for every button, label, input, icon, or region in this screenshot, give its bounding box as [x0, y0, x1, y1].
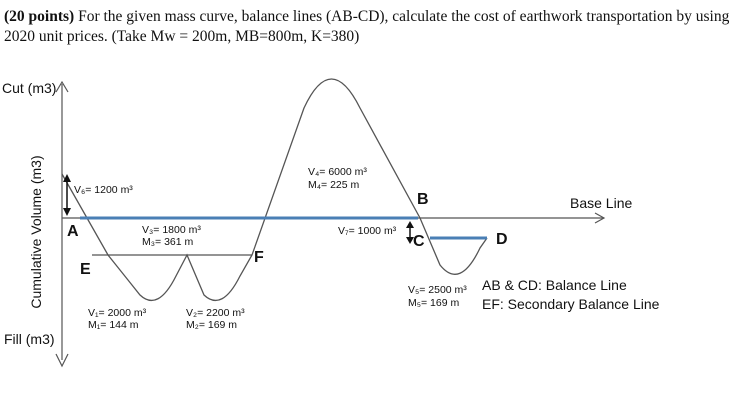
- v6-arrow-head-top: [63, 174, 71, 182]
- m2-label: M₂= 169 m: [186, 319, 237, 331]
- v5-label: V₅= 2500 m³: [408, 284, 467, 296]
- point-b-label: B: [417, 191, 429, 208]
- v1-label: V₁= 2000 m³: [88, 307, 147, 319]
- y-axis-arrow-bottom: [55, 353, 69, 368]
- point-a-label: A: [67, 223, 79, 240]
- m4-label: M₄= 225 m: [308, 179, 360, 191]
- question-body: For the given mass curve, balance lines …: [4, 8, 730, 45]
- point-f-label: F: [254, 249, 264, 266]
- y-axis-title: Cumulative Volume (m3): [28, 155, 44, 308]
- m1-label: M₁= 144 m: [88, 319, 139, 331]
- base-line-label: Base Line: [570, 195, 632, 211]
- v4-label: V₄= 6000 m³: [308, 166, 367, 178]
- v7-arrow-head-bottom: [406, 237, 414, 244]
- y-axis-arrow-top: [55, 80, 69, 93]
- v7-label: V₇= 1000 m³: [338, 225, 397, 237]
- point-e-label: E: [80, 261, 91, 278]
- legend-secondary-balance-line: EF: Secondary Balance Line: [482, 296, 660, 312]
- question-text: (20 points) For the given mass curve, ba…: [4, 7, 734, 47]
- question-points: (20 points): [4, 8, 75, 25]
- fill-label: Fill (m3): [4, 331, 55, 347]
- mass-curve: [61, 78, 488, 301]
- cut-label: Cut (m3): [2, 80, 56, 96]
- v3-label: V₃= 1800 m³: [142, 224, 201, 236]
- point-d-label: D: [496, 231, 508, 248]
- v2-label: V₂= 2200 m³: [186, 307, 245, 319]
- legend-balance-line: AB & CD: Balance Line: [482, 277, 627, 293]
- m5-label: M₅= 169 m: [408, 297, 459, 309]
- m3-label: M₃= 361 m: [142, 236, 194, 248]
- v6-arrow-head-bottom: [63, 208, 71, 216]
- base-line-arrow: [594, 212, 606, 224]
- v6-label: V₆= 1200 m³: [74, 184, 133, 196]
- point-c-label: C: [413, 233, 425, 250]
- v7-arrow-head-top: [406, 221, 414, 228]
